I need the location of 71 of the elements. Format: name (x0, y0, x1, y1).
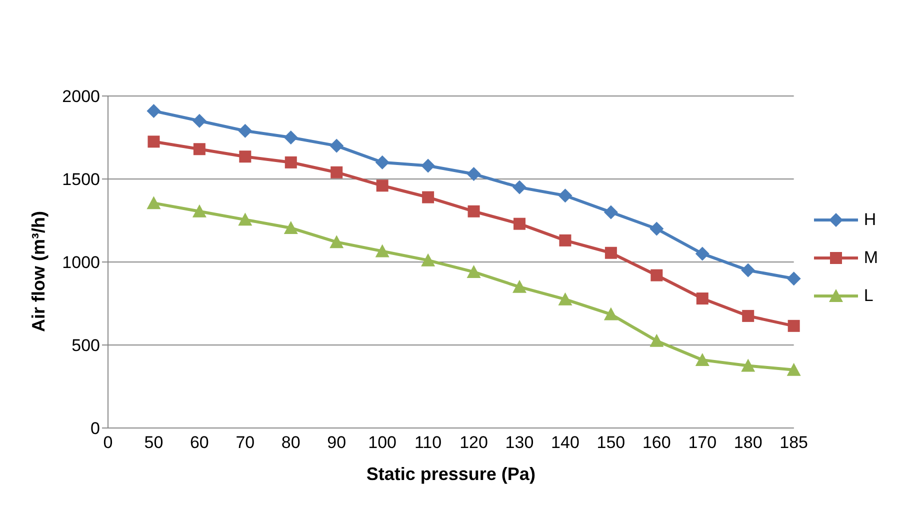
point (650, 334, 664, 347)
x-tick-label: 70 (236, 433, 255, 452)
x-tick-label: 160 (642, 433, 671, 452)
point (192, 114, 206, 128)
point (239, 150, 252, 163)
point (558, 188, 572, 203)
x-tick-label: 150 (596, 433, 626, 452)
point (512, 180, 526, 194)
point (238, 124, 252, 138)
point (786, 362, 801, 376)
x-tick-label: 60 (190, 433, 209, 452)
point (238, 212, 252, 226)
legend-label: M (864, 248, 878, 268)
point (512, 280, 526, 293)
point (788, 320, 800, 332)
point (284, 220, 298, 234)
point (559, 234, 572, 246)
x-tick-label: 185 (780, 433, 808, 452)
point (421, 158, 436, 173)
x-axis-title: Static pressure (Pa) (366, 464, 536, 484)
x-tick-label: 170 (688, 433, 717, 452)
point (330, 166, 343, 178)
point (466, 167, 481, 182)
point (284, 156, 297, 168)
y-tick-label: 500 (72, 336, 100, 356)
point (421, 253, 436, 266)
x-tick-label: 110 (414, 433, 442, 452)
point (284, 130, 298, 144)
point (330, 235, 344, 248)
x-tick-label: 120 (460, 433, 488, 452)
point (330, 138, 344, 153)
y-axis-title: Air flow (m³/h) (28, 211, 48, 332)
x-tick-label: 140 (551, 433, 580, 452)
point (695, 246, 710, 261)
point (604, 307, 618, 320)
x-tick-label: 180 (734, 433, 762, 452)
point (513, 218, 526, 230)
point (466, 264, 481, 278)
point (742, 310, 754, 322)
x-tick-label: 100 (368, 433, 397, 452)
point (558, 292, 572, 306)
point (741, 358, 756, 372)
point (146, 104, 161, 118)
point (193, 143, 206, 156)
point (375, 244, 390, 258)
point (604, 205, 618, 220)
point (468, 205, 480, 218)
point (696, 292, 708, 305)
point (741, 263, 756, 278)
point (422, 191, 434, 204)
x-tick-label: 90 (327, 433, 346, 452)
x-tick-label: 50 (144, 433, 164, 452)
x-tick-label: 130 (505, 433, 534, 452)
y-tick-label: 2000 (62, 87, 100, 106)
point (192, 204, 206, 218)
point (650, 222, 664, 236)
point (650, 269, 663, 282)
point (695, 352, 710, 366)
point (604, 246, 617, 259)
legend-label: H (864, 210, 876, 230)
y-tick-label: 1500 (62, 170, 100, 190)
point (146, 196, 161, 210)
y-tick-label: 1000 (62, 253, 100, 272)
point (376, 180, 388, 192)
y-tick-label: 0 (90, 419, 100, 438)
x-tick-label: 80 (281, 433, 300, 452)
point (148, 136, 160, 148)
legend-label: L (864, 286, 874, 306)
point (786, 272, 801, 286)
x-tick-label: 0 (103, 433, 113, 452)
point (375, 155, 390, 170)
